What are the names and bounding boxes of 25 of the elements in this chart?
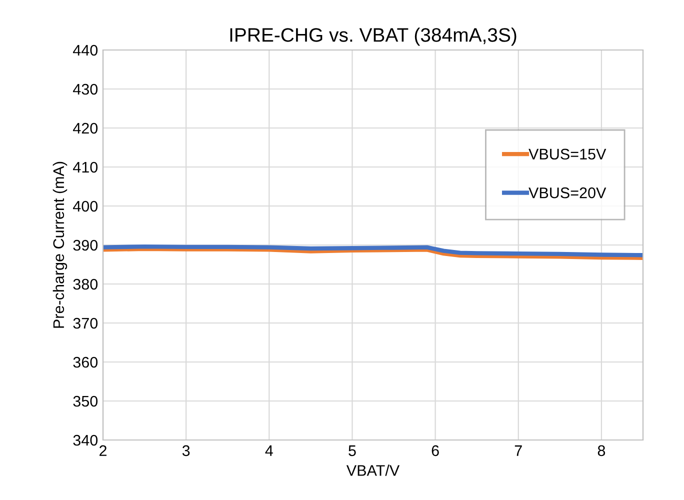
y-tick-label: 390 <box>73 240 98 251</box>
line-series <box>103 244 643 258</box>
x-tick-label: 6 <box>432 445 439 456</box>
x-tick-label: 8 <box>598 445 606 456</box>
x-tick-label: 3 <box>182 445 190 456</box>
y-tick-label: 350 <box>73 396 98 407</box>
y-tick-label: 370 <box>73 318 98 329</box>
y-tick-label: 430 <box>73 84 98 95</box>
y-tick-label: 400 <box>73 200 98 212</box>
x-tick-label: 5 <box>348 445 356 456</box>
y-tick-label: 410 <box>73 162 98 173</box>
y-tick-label: 360 <box>73 356 98 368</box>
chart-title: IPRE-CHG vs. VBAT (384mA,3S) <box>230 28 516 46</box>
x-tick-label: 2 <box>100 445 106 456</box>
legend-label: VBUS=15V <box>528 148 606 160</box>
x-axis-title: VBAT/V <box>346 464 400 476</box>
legend-label: VBUS=20V <box>528 187 606 198</box>
y-tick-label: 380 <box>73 278 98 290</box>
x-tick-label: 7 <box>514 445 522 456</box>
line-series <box>103 246 643 260</box>
x-tick-label: 4 <box>265 445 273 456</box>
y-tick-label: 340 <box>73 434 98 446</box>
y-tick-label: 440 <box>73 44 98 56</box>
y-tick-label: 420 <box>73 122 98 134</box>
y-axis-title: Pre-charge Current (mA) <box>52 162 68 328</box>
